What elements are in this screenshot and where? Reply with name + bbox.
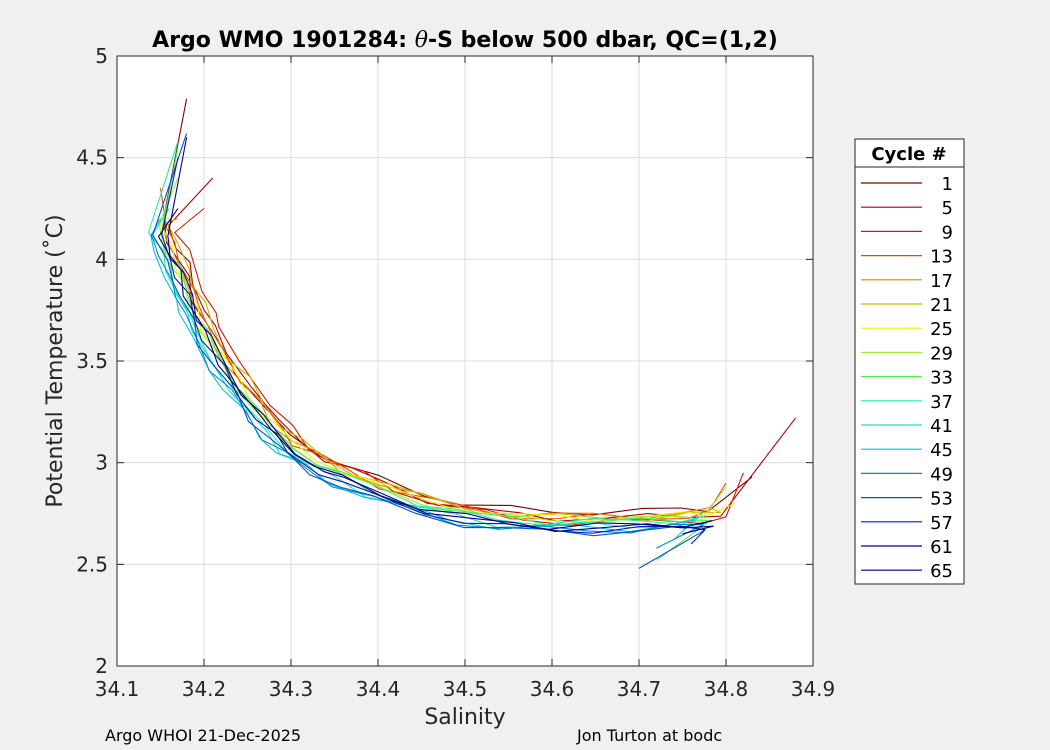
series-lines — [147, 98, 797, 569]
legend-label-cycle-29: 29 — [930, 343, 953, 364]
footer-left: Argo WHOI 21-Dec-2025 — [105, 726, 301, 745]
legend-label-cycle-49: 49 — [930, 464, 953, 485]
legend-label-cycle-53: 53 — [930, 489, 953, 510]
x-tick-label: 34.1 — [95, 677, 140, 701]
x-tick-label: 34.6 — [530, 677, 575, 701]
tick-marks — [116, 55, 814, 667]
y-tick-labels: 2 2.5 3 3.5 4 4.5 5 — [76, 44, 108, 678]
y-tick-label: 5 — [95, 44, 108, 68]
y-tick-label: 4.5 — [76, 146, 108, 170]
x-tick-label: 34.8 — [704, 677, 749, 701]
legend-label-cycle-9: 9 — [942, 222, 953, 243]
y-tick-label: 2.5 — [76, 552, 108, 576]
legend: Cycle # 1 5 9 13 17 21 25 29 33 37 41 45 49 53 57 61 65 — [854, 138, 965, 585]
x-tick-labels: 34.1 34.2 34.3 34.4 34.5 34.6 34.7 34.8 34.9 — [95, 677, 836, 701]
series-line-cycle-49 — [150, 233, 704, 549]
legend-label-cycle-5: 5 — [942, 198, 953, 219]
legend-label-cycle-45: 45 — [930, 440, 953, 461]
x-axis-label: Salinity — [424, 705, 505, 730]
legend-label-cycle-33: 33 — [930, 368, 953, 389]
legend-box — [854, 138, 965, 585]
series-line-cycle-65 — [157, 208, 713, 530]
series-line-cycle-45 — [150, 218, 695, 541]
legend-label-cycle-61: 61 — [930, 537, 953, 558]
legend-label-cycle-17: 17 — [930, 271, 953, 292]
title-suffix: -S below 500 dbar, QC=(1,2) — [428, 28, 778, 53]
x-tick-label: 34.9 — [791, 677, 836, 701]
y-tick-label: 3 — [95, 451, 108, 475]
x-tick-label: 34.2 — [182, 677, 227, 701]
legend-label-cycle-25: 25 — [930, 319, 953, 340]
title-theta: θ — [415, 28, 428, 53]
x-tick-label: 34.3 — [269, 677, 314, 701]
legend-label-cycle-41: 41 — [930, 416, 953, 437]
chart-title: Argo WMO 1901284: θ-S below 500 dbar, QC… — [152, 28, 778, 53]
legend-label-cycle-57: 57 — [930, 513, 953, 534]
legend-entries: 1 5 9 13 17 21 25 29 33 37 41 45 49 53 57 61 65 — [861, 174, 953, 582]
legend-label-cycle-65: 65 — [930, 561, 953, 582]
y-axis-label: Potential Temperature (˚C) — [43, 214, 68, 507]
x-tick-label: 34.4 — [356, 677, 401, 701]
y-tick-label: 3.5 — [76, 349, 108, 373]
y-tick-label: 4 — [95, 247, 108, 271]
y-tick-label: 2 — [95, 654, 108, 678]
legend-label-cycle-1: 1 — [942, 174, 953, 195]
legend-label-cycle-21: 21 — [930, 295, 953, 316]
x-tick-label: 34.7 — [617, 677, 662, 701]
series-line-cycle-57 — [161, 157, 706, 545]
series-line-cycle-53 — [152, 133, 706, 569]
legend-label-cycle-13: 13 — [930, 247, 953, 268]
legend-title: Cycle # — [871, 144, 946, 165]
title-prefix: Argo WMO 1901284: — [152, 28, 415, 53]
legend-label-cycle-37: 37 — [930, 392, 953, 413]
series-line-cycle-33 — [161, 147, 712, 561]
footer-right: Jon Turton at bodc — [576, 726, 722, 745]
x-tick-label: 34.5 — [443, 677, 488, 701]
